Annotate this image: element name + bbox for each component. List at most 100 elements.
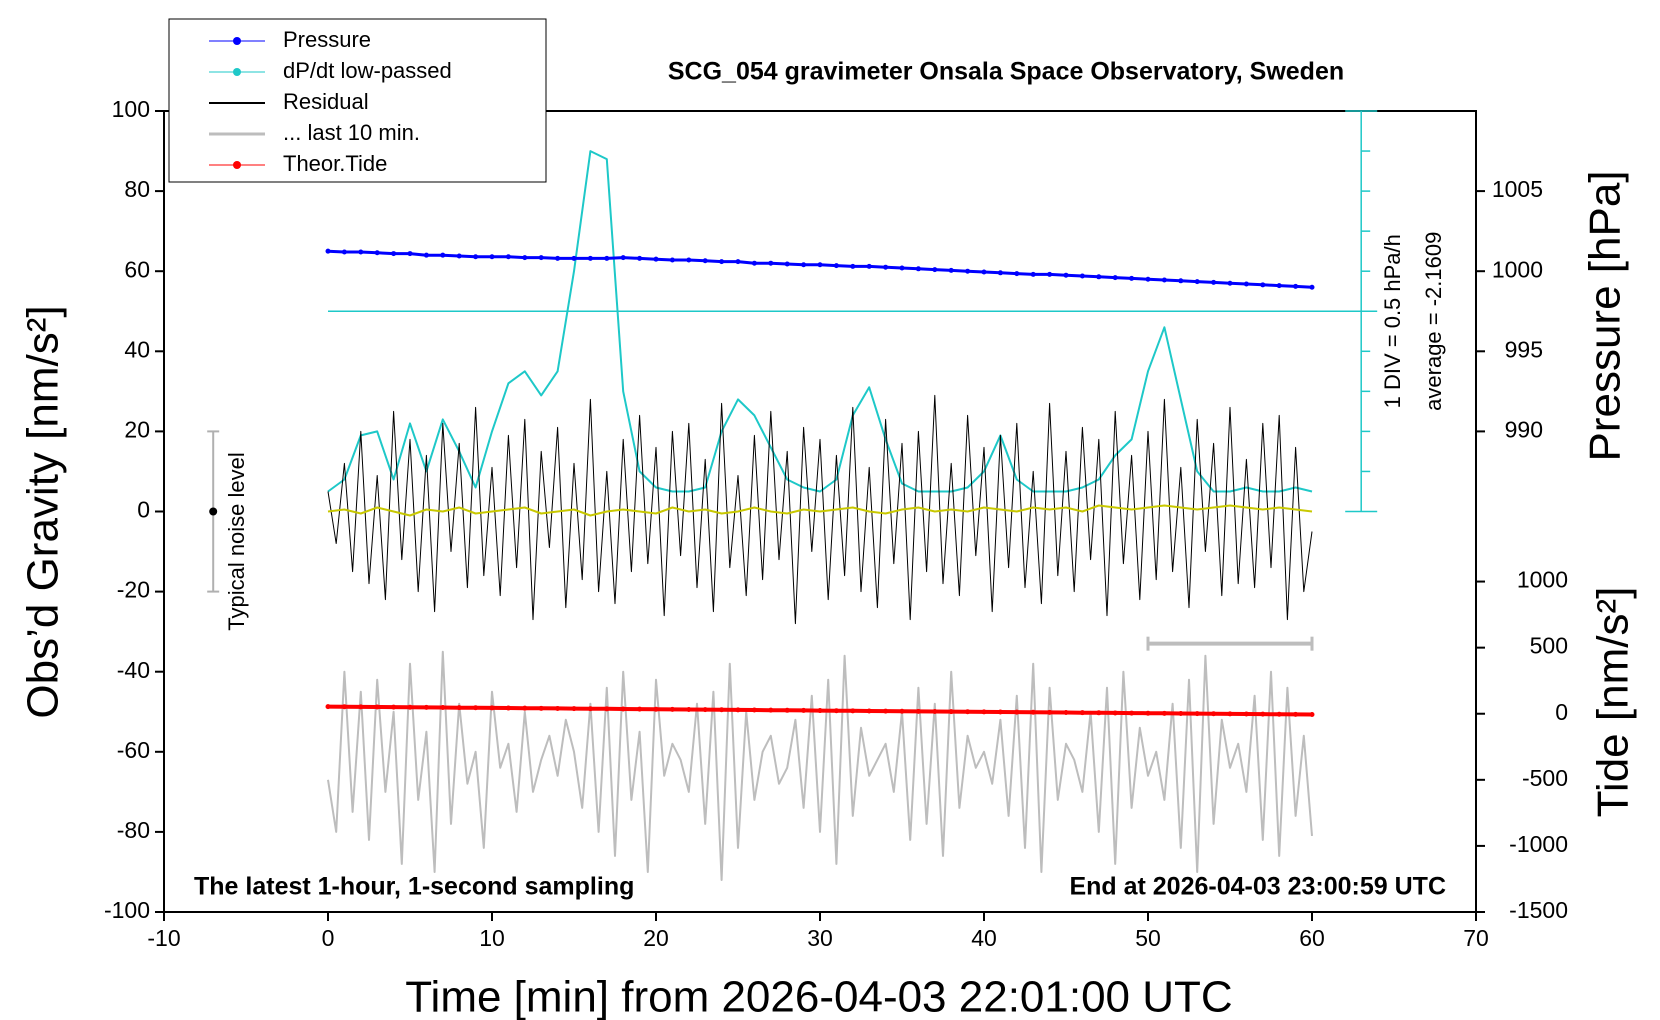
series-point xyxy=(604,255,610,261)
y2-tick-label: 995 xyxy=(1505,336,1543,362)
series-point xyxy=(473,254,479,260)
y3-axis-title: Tide [nm/s²] xyxy=(1589,587,1638,818)
series-point xyxy=(423,252,429,258)
legend: Pressure dP/dt low-passed Residual ... last… xyxy=(168,18,547,183)
series-point xyxy=(505,254,511,260)
series-point xyxy=(571,706,577,712)
series-point xyxy=(883,708,889,714)
series-point xyxy=(374,250,380,256)
series-point xyxy=(1112,710,1118,716)
y-tick-label: 60 xyxy=(124,256,150,282)
series-point xyxy=(1129,710,1135,716)
series-point xyxy=(1030,709,1036,715)
series-point xyxy=(965,709,971,715)
series-point xyxy=(522,255,528,261)
series-point xyxy=(538,255,544,261)
legend-label: Residual xyxy=(283,89,369,114)
dpdt-average-label: average = -2.1609 xyxy=(1421,232,1446,411)
series-point xyxy=(1260,711,1266,717)
y3-tick-label: -1000 xyxy=(1509,831,1568,857)
series-point xyxy=(374,704,380,710)
series-point xyxy=(1211,711,1217,717)
legend-label: Theor.Tide xyxy=(283,151,387,176)
y3-tick-label: -500 xyxy=(1522,765,1568,791)
x-tick-label: 60 xyxy=(1299,925,1325,951)
series-point xyxy=(997,709,1003,715)
y2-tick-label: 1000 xyxy=(1492,256,1543,282)
series-point xyxy=(1047,271,1053,277)
series-point xyxy=(768,707,774,713)
series-point xyxy=(1014,709,1020,715)
y-axis-title: Obs’d Gravity [nm/s²] xyxy=(19,305,68,718)
y-tick-label: 0 xyxy=(137,497,150,523)
series-point xyxy=(620,706,626,712)
series-point xyxy=(833,708,839,714)
series-point xyxy=(719,707,725,713)
series-point xyxy=(784,261,790,267)
series-line xyxy=(327,394,1313,625)
series-point xyxy=(817,708,823,714)
x-tick-label: 20 xyxy=(643,925,669,951)
series-point xyxy=(948,709,954,715)
x-tick-label: 70 xyxy=(1463,925,1489,951)
series-point xyxy=(456,253,462,259)
series-point xyxy=(325,704,331,710)
series-point xyxy=(915,708,921,714)
series-point xyxy=(1243,711,1249,717)
series-point xyxy=(1211,279,1217,285)
y2-axis-title: Pressure [hPa] xyxy=(1581,170,1630,461)
y-tick-label: 100 xyxy=(112,96,150,122)
series-point xyxy=(1293,283,1299,289)
series-point xyxy=(1047,709,1053,715)
legend-box xyxy=(168,18,547,183)
series-point xyxy=(1014,271,1020,277)
series-point xyxy=(850,263,856,269)
series-point xyxy=(341,249,347,255)
legend-label: Pressure xyxy=(283,27,371,52)
series-point xyxy=(325,248,331,254)
x-tick-label: 50 xyxy=(1135,925,1161,951)
series-point xyxy=(735,259,741,265)
legend-marker xyxy=(233,37,241,45)
series-point xyxy=(932,267,938,273)
series-point xyxy=(423,704,429,710)
series-point xyxy=(620,255,626,261)
series-point xyxy=(587,706,593,712)
y3-tick-label: 500 xyxy=(1530,633,1568,659)
series-point xyxy=(1178,278,1184,284)
legend-marker xyxy=(233,161,241,169)
series-point xyxy=(669,257,675,263)
series-point xyxy=(702,707,708,713)
y2-tick-label: 1005 xyxy=(1492,176,1543,202)
series-point xyxy=(1161,710,1167,716)
series-point xyxy=(653,706,659,712)
series-point xyxy=(686,257,692,263)
series-point xyxy=(997,270,1003,276)
series-point xyxy=(587,255,593,261)
series-point xyxy=(555,705,561,711)
series-point xyxy=(768,260,774,266)
series-point xyxy=(735,707,741,713)
series-point xyxy=(981,269,987,275)
series-point xyxy=(489,254,495,260)
series-point xyxy=(1129,275,1135,281)
series-point xyxy=(1194,279,1200,285)
note-left: The latest 1-hour, 1-second sampling xyxy=(194,873,634,901)
series-point xyxy=(653,256,659,262)
series-point xyxy=(358,704,364,710)
series-point xyxy=(1079,273,1085,279)
series-point xyxy=(407,251,413,257)
series-point xyxy=(522,705,528,711)
series-point xyxy=(669,706,675,712)
y-tick-label: -80 xyxy=(117,817,150,843)
series-point xyxy=(1276,711,1282,717)
series-point xyxy=(801,262,807,268)
series-point xyxy=(915,266,921,272)
series-point xyxy=(751,707,757,713)
series-point xyxy=(505,705,511,711)
series-point xyxy=(866,263,872,269)
series-point xyxy=(1145,710,1151,716)
series-point xyxy=(440,705,446,711)
y-tick-label: 20 xyxy=(124,416,150,442)
